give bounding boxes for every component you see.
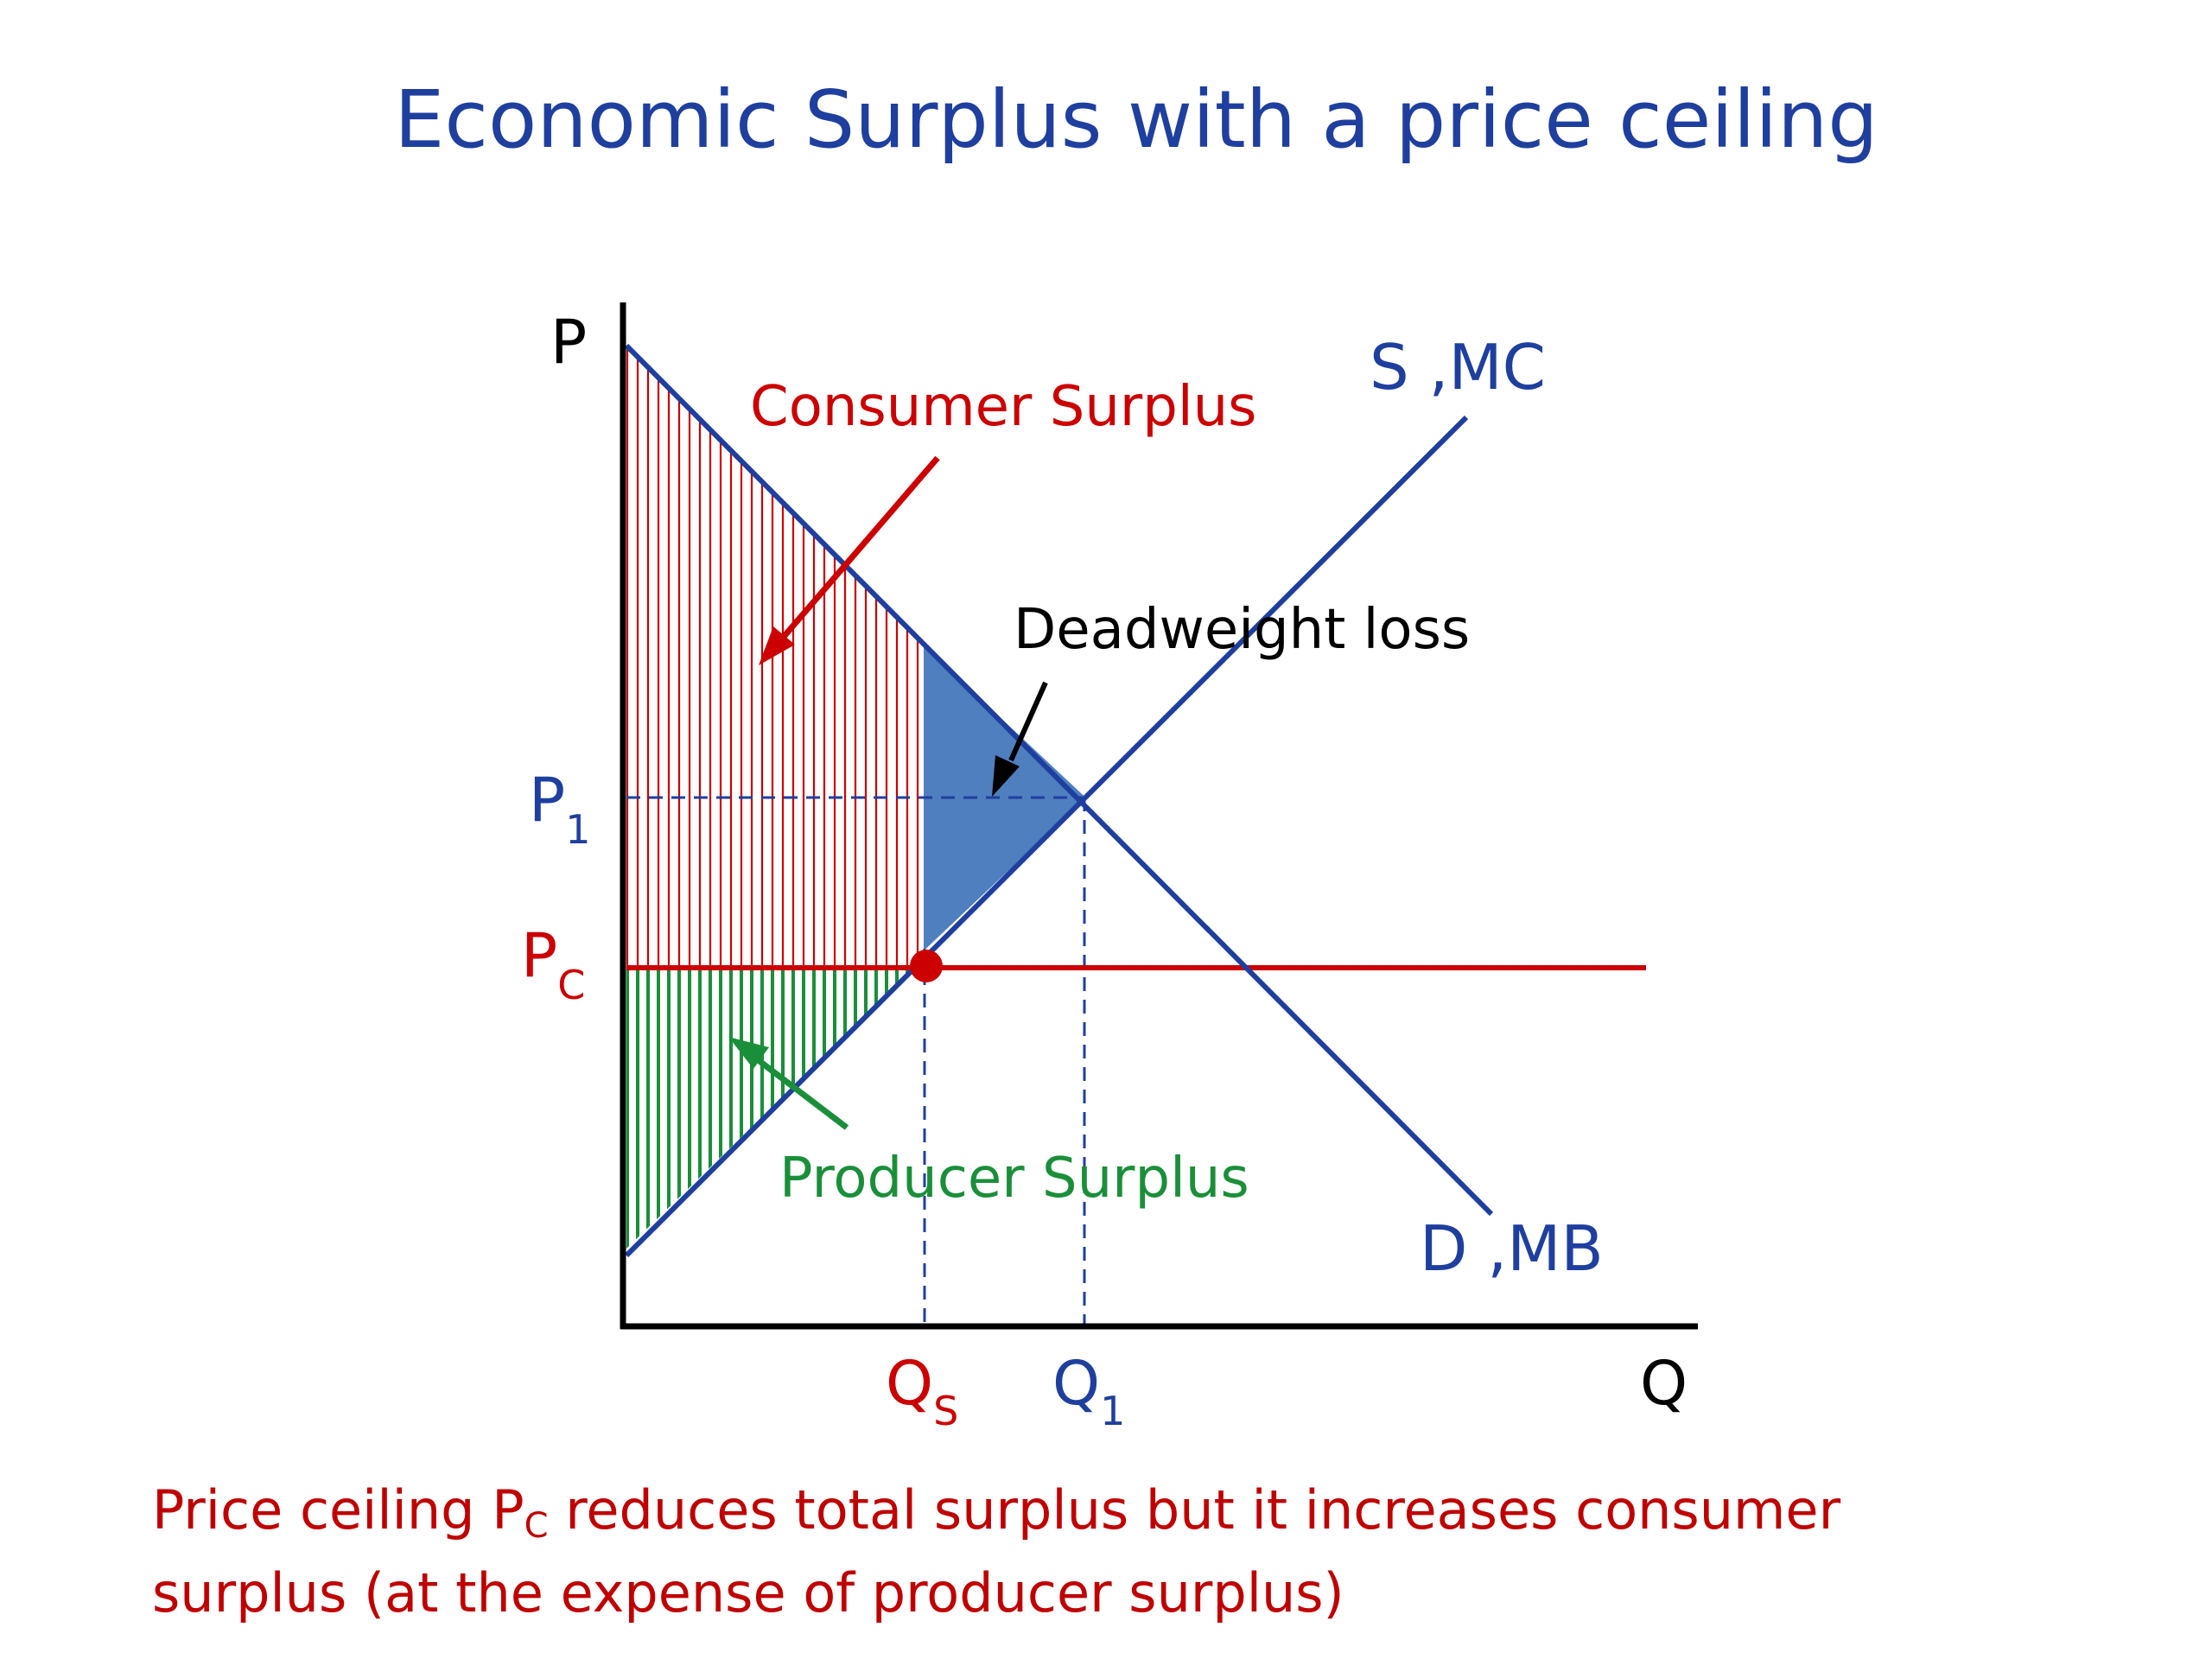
pc-label: PC — [521, 920, 585, 1008]
supply-curve — [624, 415, 1469, 1258]
demand-label: D ,MB — [1420, 1212, 1604, 1285]
consumer-surplus-region — [626, 346, 925, 968]
supply-label: S ,MC — [1370, 331, 1546, 404]
demand-curve — [624, 343, 1494, 1217]
p1-label: P1 — [529, 765, 591, 853]
consumer-surplus-label: Consumer Surplus — [750, 375, 1257, 439]
caption-line-1: Price ceiling PC reduces total surplus b… — [152, 1478, 1841, 1546]
caption-line-2: surplus (at the expense of producer surp… — [152, 1561, 1344, 1624]
qs-label: QS — [886, 1348, 958, 1434]
producer-surplus-arrow — [728, 1037, 849, 1130]
ceiling-supply-point — [910, 950, 943, 982]
deadweight-loss-arrow — [992, 681, 1048, 797]
y-axis-label: P — [550, 307, 587, 378]
q1-label: Q1 — [1052, 1348, 1125, 1434]
deadweight-loss-label: Deadweight loss — [1014, 598, 1470, 662]
slide-title: Economic Surplus with a price ceiling — [394, 73, 1878, 166]
x-axis-label: Q — [1640, 1348, 1688, 1419]
caption: Price ceiling PC reduces total surplus b… — [152, 1469, 2139, 1635]
producer-surplus-label: Producer Surplus — [779, 1147, 1249, 1211]
consumer-surplus-arrow — [759, 455, 940, 665]
